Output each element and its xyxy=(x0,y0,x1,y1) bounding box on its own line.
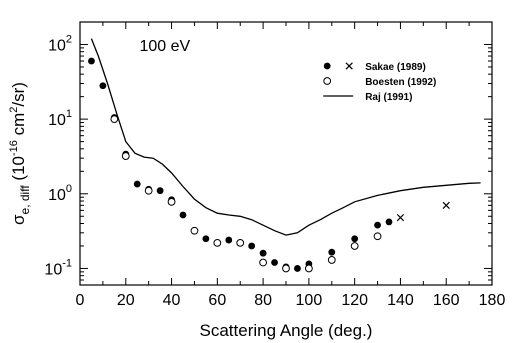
x-tick-label: 20 xyxy=(117,292,135,309)
axis-ticks xyxy=(79,22,493,285)
data-point-open-circle xyxy=(167,197,176,206)
data-point-filled-circle xyxy=(133,180,141,188)
y-axis-title-unit-mid: cm xyxy=(9,113,28,140)
data-point-filled-circle xyxy=(88,57,95,65)
x-axis-title: Scattering Angle (deg.) xyxy=(200,321,373,340)
y-tick-label: 10-1 xyxy=(44,257,72,278)
x-tick-labels: 0 20 40 60 80 100 120 140 160 180 xyxy=(76,292,506,309)
legend-marker-open-circle xyxy=(323,77,332,85)
x-tick-label: 0 xyxy=(76,292,85,309)
data-point-filled-circle xyxy=(271,259,278,266)
data-point-open-circle xyxy=(282,264,290,273)
data-point-cross xyxy=(442,201,450,209)
data-point-open-circle xyxy=(350,242,359,250)
data-point-filled-circle xyxy=(202,235,210,243)
legend-label: Sakae (1989) xyxy=(365,62,426,73)
y-axis-title-sigma: σ xyxy=(9,214,28,225)
series-line-raj-1991 xyxy=(90,38,481,236)
data-point-filled-circle xyxy=(248,242,256,250)
x-tick-label: 40 xyxy=(163,292,181,309)
x-tick-label: 160 xyxy=(433,292,460,309)
y-axis-title-subscript: e, diff xyxy=(18,185,32,215)
y-tick-label: 102 xyxy=(48,33,72,54)
data-point-cross xyxy=(396,213,405,222)
legend-label: Raj (1991) xyxy=(365,92,412,103)
plot-frame-group xyxy=(79,21,493,286)
series-layer xyxy=(88,38,481,273)
x-tick-label: 100 xyxy=(296,292,323,309)
data-point-open-circle xyxy=(110,115,119,124)
data-point-open-circle xyxy=(144,186,153,195)
x-tick-label: 80 xyxy=(254,292,272,309)
data-point-filled-circle xyxy=(351,235,359,243)
data-point-filled-circle xyxy=(225,236,233,244)
x-tick-label: 140 xyxy=(387,292,414,309)
data-point-filled-circle xyxy=(259,249,267,257)
data-point-open-circle xyxy=(304,264,313,273)
y-axis-title-unit-open: (10 xyxy=(9,156,28,185)
data-point-open-circle xyxy=(373,232,382,241)
y-axis-title-unit-close: /sr) xyxy=(9,82,28,107)
data-point-open-circle xyxy=(213,238,222,247)
data-point-filled-circle xyxy=(179,211,187,219)
data-point-open-circle xyxy=(236,238,245,247)
x-tick-label: 120 xyxy=(341,292,368,309)
data-point-filled-circle xyxy=(328,248,336,256)
x-tick-label: 180 xyxy=(479,292,506,309)
data-point-open-circle xyxy=(121,152,130,160)
data-point-open-circle xyxy=(327,256,336,264)
legend-marker-cross xyxy=(345,62,353,70)
plot-frame xyxy=(79,21,493,286)
data-point-filled-circle xyxy=(99,82,107,90)
data-point-filled-circle xyxy=(385,218,393,226)
y-tick-labels: 10-1 100 101 102 xyxy=(44,33,72,278)
y-tick-label: 100 xyxy=(48,183,72,204)
legend-marker-filled-circle xyxy=(323,62,331,70)
y-axis-title-unit-exp2: 2 xyxy=(8,107,20,113)
x-tick-label: 60 xyxy=(208,292,226,309)
y-axis-title: σe, diff (10-16 cm2/sr) xyxy=(8,82,32,225)
data-point-open-circle xyxy=(190,226,199,235)
legend: Sakae (1989) Boesten (1992) Raj (1991) xyxy=(323,62,436,103)
data-point-filled-circle xyxy=(156,187,164,195)
data-point-filled-circle xyxy=(294,265,301,272)
y-tick-label: 101 xyxy=(48,108,72,129)
energy-annotation: 100 eV xyxy=(140,38,191,55)
data-point-filled-circle xyxy=(374,221,381,229)
y-axis-title-unit-exp: -16 xyxy=(8,140,20,156)
data-point-open-circle xyxy=(259,258,268,267)
legend-label: Boesten (1992) xyxy=(365,77,436,88)
